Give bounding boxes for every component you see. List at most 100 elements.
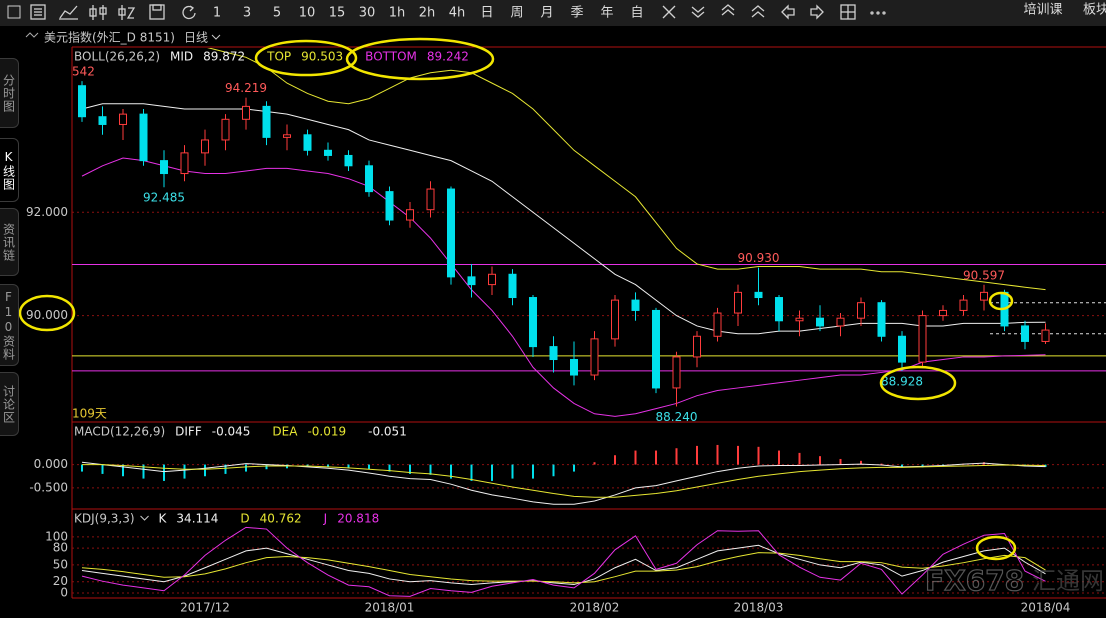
candle-body <box>365 165 373 193</box>
indicator-line <box>207 48 1046 291</box>
indicator-line <box>81 157 1046 417</box>
candle-body <box>652 309 660 389</box>
sidebar-tab[interactable]: F10资料 <box>0 284 19 366</box>
candle-body <box>426 188 435 211</box>
corner-label: 542 <box>72 65 95 79</box>
candle-body <box>119 113 127 125</box>
toolbar <box>0 0 1106 26</box>
toolbar-link[interactable]: 培训课 <box>1023 2 1062 18</box>
period-button[interactable]: 日 <box>480 6 493 21</box>
legend-text: DIFF <box>175 425 202 439</box>
candle-body <box>980 291 988 301</box>
menu-icon[interactable] <box>7 5 21 19</box>
candle-body <box>303 134 312 151</box>
candle-body <box>549 346 558 361</box>
candle-body <box>78 85 86 118</box>
instrument-name: 美元指数(外汇_D 8151) <box>44 30 175 45</box>
legend-text: 20.818 <box>337 512 379 526</box>
sidebar-tab[interactable]: K线图 <box>0 138 19 202</box>
legend-text: 89.242 <box>427 50 469 64</box>
x-tick-label: 2018/04 <box>1021 601 1071 615</box>
period-button[interactable]: 周 <box>510 6 523 21</box>
toolbar-icons[interactable] <box>30 4 886 20</box>
title-bar <box>0 27 1106 46</box>
candle-body <box>262 105 271 138</box>
candle-body <box>324 149 332 156</box>
candle-body <box>693 335 701 358</box>
legend-text: D <box>240 512 249 526</box>
candle-body <box>242 105 250 120</box>
period-button[interactable]: 2h <box>419 6 436 21</box>
legend-text: 34.114 <box>176 512 218 526</box>
candle-body <box>590 338 599 376</box>
candle-body <box>857 302 865 319</box>
sidebar-tab[interactable]: 资讯链 <box>0 208 19 276</box>
x-tick-label: 2018/03 <box>734 601 784 615</box>
period-button[interactable]: 4h <box>449 6 466 21</box>
candle-body <box>139 113 148 162</box>
price-label: 88.240 <box>656 410 698 424</box>
period-button[interactable]: 自 <box>630 6 643 21</box>
legend-text: 40.762 <box>260 512 302 526</box>
period-button[interactable]: 月 <box>540 6 553 21</box>
x-tick-label: 2018/02 <box>570 601 620 615</box>
period-button[interactable]: 30 <box>359 6 376 21</box>
period-button[interactable]: 1 <box>213 6 221 21</box>
period-chevron[interactable] <box>211 34 221 40</box>
panel <box>72 526 1106 597</box>
candle-body <box>918 315 927 363</box>
candle-body <box>221 118 230 141</box>
price-label: 90.597 <box>963 268 1005 282</box>
legend-text: DEA <box>272 425 298 439</box>
price-label: 94.219 <box>225 81 267 95</box>
sidebar-tab[interactable]: 分时图 <box>0 58 19 128</box>
y-tick-label: 80 <box>53 541 68 555</box>
sidebar-tab[interactable]: 讨论区 <box>0 372 19 436</box>
candle-body <box>406 209 414 221</box>
candle-body <box>734 291 742 314</box>
legend-text: J <box>323 512 328 526</box>
period-button[interactable]: 10 <box>299 6 316 21</box>
candle-body <box>98 116 107 125</box>
candle-body <box>898 335 906 363</box>
period-button[interactable]: 15 <box>329 6 346 21</box>
indicator-chevron[interactable] <box>140 515 149 521</box>
candle-body <box>816 317 824 327</box>
candle-body <box>611 299 619 340</box>
highlight-circles <box>18 37 1017 561</box>
back-icon[interactable] <box>25 32 39 38</box>
indicator-line <box>81 461 1046 505</box>
candle-body <box>447 188 455 278</box>
period-select[interactable]: 日线 <box>184 31 208 45</box>
x-tick-label: 2018/01 <box>365 601 415 615</box>
legend-text: KDJ(9,3,3) <box>74 512 135 526</box>
plot: 92.000 90.000 94.219 92.485 90.930 90.597 88.9… <box>26 46 1106 615</box>
legend-text: -0.051 <box>368 425 407 439</box>
period-button[interactable]: 5 <box>273 6 281 21</box>
price-label: 88.928 <box>881 374 923 388</box>
period-button[interactable]: 3 <box>243 6 251 21</box>
candle-body <box>201 139 209 154</box>
candle-body <box>713 312 722 337</box>
watermark: FX678 <box>925 564 1024 597</box>
y-tick-label: 20 <box>53 574 68 588</box>
period-button[interactable]: 1h <box>389 6 406 21</box>
indicator-line <box>81 526 1046 597</box>
candle-body <box>1021 325 1029 342</box>
candle-body <box>877 302 886 337</box>
indicator-line <box>81 544 1046 586</box>
y-tick-label: 0.000 <box>34 457 68 471</box>
days-label: 109天 <box>72 407 107 421</box>
period-button[interactable]: 季 <box>570 6 583 21</box>
candle-body <box>180 152 189 175</box>
toolbar-link[interactable]: 板块 <box>1083 3 1106 18</box>
watermark: 汇通网 <box>1032 567 1104 595</box>
period-button[interactable]: 年 <box>600 6 613 21</box>
y-tick-label: 92.000 <box>26 205 68 219</box>
candle-body <box>836 317 845 327</box>
legend-text: MACD(12,26,9) <box>74 425 165 439</box>
indicator-line <box>82 464 1046 498</box>
candle-body <box>631 299 640 311</box>
